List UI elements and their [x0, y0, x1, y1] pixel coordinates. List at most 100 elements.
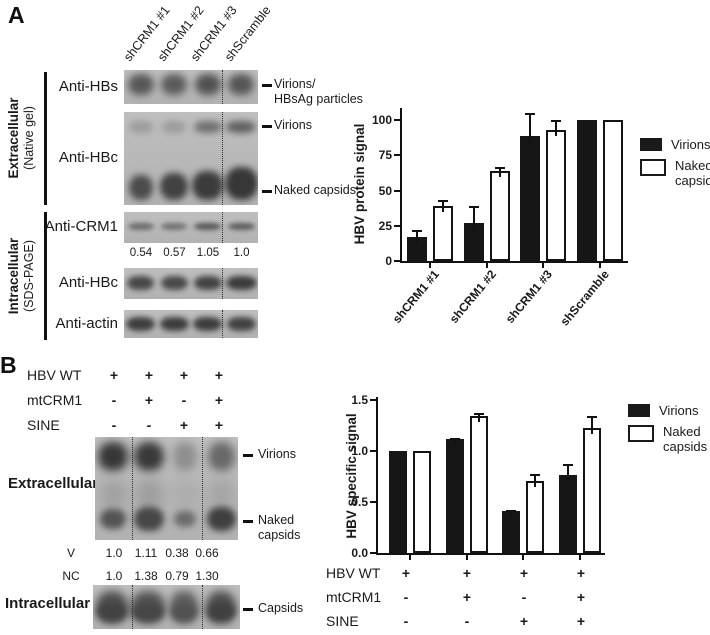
gel-band: [171, 479, 199, 509]
y-tick-mark: [394, 224, 400, 227]
y-tick-mark: [394, 119, 400, 121]
error-bar-cap: [469, 206, 479, 208]
gel-band: [174, 511, 196, 527]
lane-separator-dotted-line: [132, 585, 133, 629]
error-bar-stem: [567, 464, 569, 482]
gel-band: [127, 223, 154, 230]
extracellular-bracket-line: [44, 72, 47, 205]
y-tick-label: 75: [378, 148, 392, 163]
annotation-naked-capsids: Naked capsids: [274, 183, 356, 197]
y-tick-mark: [370, 399, 376, 401]
section-title: Extracellular: [6, 97, 21, 179]
y-axis-line: [400, 108, 402, 261]
gel-band: [99, 479, 127, 509]
lane-separator-dotted-line: [222, 268, 223, 299]
gel-band: [135, 479, 163, 509]
bar-naked-capsids: [546, 129, 566, 261]
gel-band: [173, 442, 197, 471]
y-tick-label: 50: [378, 183, 392, 198]
gel-band: [127, 276, 155, 290]
y-tick-label: 0: [385, 254, 392, 268]
gel-band: [192, 171, 224, 200]
lane-separator-dotted-line: [222, 112, 223, 205]
blot-anti-actin: [124, 310, 258, 338]
gel-band: [126, 317, 156, 331]
condition-name: mtCRM1: [27, 392, 83, 408]
gel-band: [98, 442, 128, 471]
error-bar-cap: [474, 413, 484, 416]
lane-separator-dotted-line: [202, 437, 203, 540]
annotation-virions-hbsag-2: HBsAg particles: [274, 92, 363, 106]
error-bar-stem: [442, 200, 444, 212]
blot-anti-hbs-native: [124, 70, 258, 104]
condition-value: +: [576, 565, 586, 581]
annotation-virions: Virions: [274, 118, 312, 132]
bar-virions: [559, 475, 577, 553]
bar-naked-capsids: [433, 206, 453, 261]
gel-band: [193, 317, 223, 331]
y-tick-label: 0.0: [351, 546, 368, 560]
error-bar-cap: [450, 437, 460, 440]
condition-value: -: [146, 417, 152, 433]
band-marker-dash: [243, 454, 253, 457]
condition-value: -: [111, 417, 117, 433]
error-bar-cap: [506, 510, 516, 513]
condition-value: +: [462, 589, 472, 605]
condition-name: SINE: [326, 613, 359, 629]
gel-band: [97, 603, 127, 621]
condition-name: HBV WT: [27, 367, 82, 383]
bar-naked-capsids: [603, 120, 623, 261]
error-bar-stem: [478, 413, 480, 423]
legend-item-virions: Virions: [640, 137, 710, 152]
quant-value: 0.38: [165, 546, 189, 560]
y-tick-mark: [370, 450, 376, 452]
condition-name: mtCRM1: [326, 589, 382, 605]
error-bar-stem: [555, 120, 557, 136]
y-tick-mark: [394, 260, 400, 262]
quant-value: 1.30: [195, 569, 219, 583]
condition-value: -: [111, 392, 117, 408]
y-axis-line: [376, 397, 378, 553]
intracellular-bracket-line: [44, 212, 47, 340]
legend-item-virions: Virions: [628, 403, 710, 418]
gel-band: [207, 442, 235, 471]
condition-value: +: [519, 565, 529, 581]
x-tick-mark: [579, 555, 581, 560]
error-bar-stem: [473, 206, 475, 229]
chart-a-legend: Virions Naked capsids: [640, 137, 710, 194]
bar-naked-capsids: [583, 427, 601, 553]
error-bar-cap: [563, 464, 573, 467]
error-bar-cap: [412, 229, 422, 232]
panel-b-letter: B: [0, 352, 17, 378]
y-tick-label: 100: [371, 113, 392, 127]
condition-value: -: [464, 613, 470, 629]
x-axis-line: [376, 553, 605, 555]
condition-value: +: [144, 367, 154, 383]
gel-band: [194, 223, 222, 230]
gel-band: [161, 74, 188, 95]
antibody-label-anti-hbs: Anti-HBs: [58, 78, 118, 95]
error-bar-cap: [530, 474, 540, 477]
condition-name: SINE: [27, 417, 60, 433]
gel-band: [228, 74, 255, 95]
condition-value: +: [144, 392, 154, 408]
y-tick-label: 1.0: [351, 444, 368, 458]
bar-virions: [577, 120, 597, 261]
gel-band: [159, 317, 189, 331]
bar-naked-capsids: [490, 170, 510, 261]
condition-name: HBV WT: [326, 565, 381, 581]
x-tick-mark: [466, 555, 468, 560]
gel-band: [193, 276, 222, 290]
annotation-naked-2: capsids: [258, 528, 301, 542]
lane-separator-dotted-line: [222, 310, 223, 338]
quant-value: 1.0: [105, 546, 123, 560]
x-tick-mark: [599, 263, 601, 268]
annotation-virions: Virions: [258, 447, 296, 461]
legend-label: Naked capsids: [675, 158, 710, 188]
condition-value: +: [401, 565, 411, 581]
blot-extracellular-native: [95, 437, 238, 540]
blot-anti-hbc-sds: [124, 268, 258, 299]
legend-swatch-virions: [628, 404, 650, 417]
bar-virions: [520, 135, 540, 261]
